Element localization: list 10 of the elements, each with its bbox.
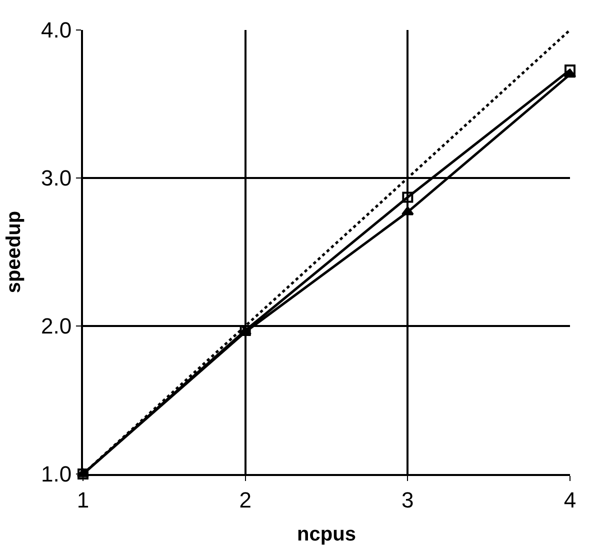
y-axis-title: speedup — [3, 210, 26, 294]
x-tick-label: 4 — [564, 487, 576, 512]
y-tick-label: 2.0 — [41, 314, 72, 339]
x-axis-title: ncpus — [297, 523, 356, 546]
y-tick-label: 3.0 — [41, 166, 72, 191]
x-tick-label: 1 — [76, 487, 90, 512]
x-tick-label: 3 — [402, 487, 414, 512]
y-tick-label: 4.0 — [41, 18, 72, 43]
x-tick-label: 2 — [239, 487, 252, 512]
y-tick-label: 1.0 — [41, 462, 72, 487]
